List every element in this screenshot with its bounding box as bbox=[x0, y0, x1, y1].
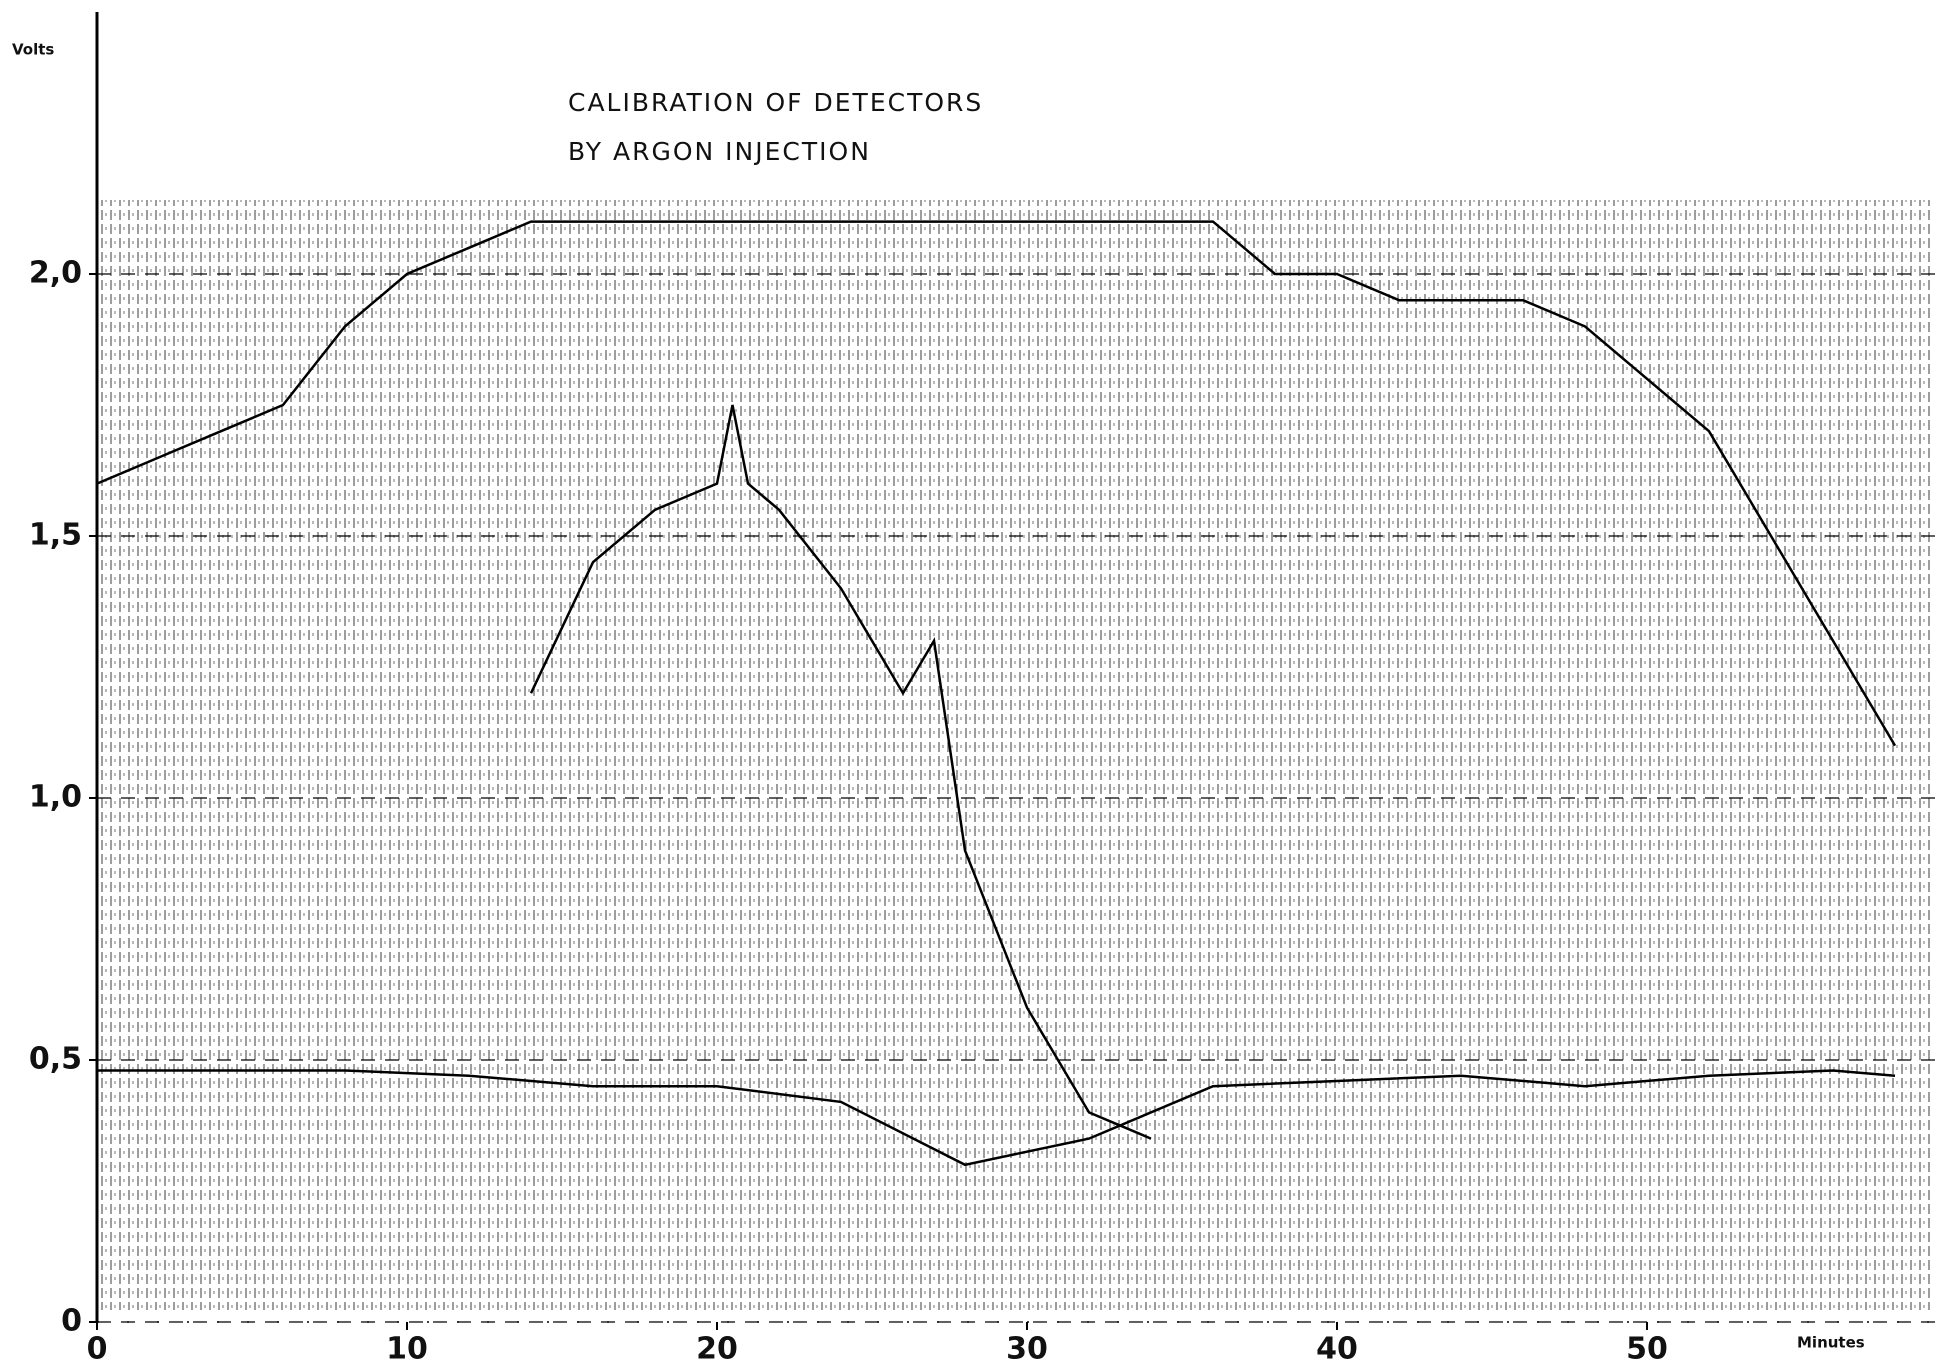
x-tick-label: 0 bbox=[87, 1332, 108, 1367]
trace-texture bbox=[100, 200, 1930, 1310]
page: CALIBRATION OF DETECTORS BY ARGON INJECT… bbox=[0, 0, 1950, 1367]
y-axis-label: Volts bbox=[12, 41, 54, 59]
y-tick-label: 1,5 bbox=[29, 518, 82, 553]
y-tick-label: 0 bbox=[61, 1304, 82, 1339]
x-tick-label: 30 bbox=[1006, 1332, 1048, 1367]
chart-subtitle: BY ARGON INJECTION bbox=[568, 137, 871, 166]
chart-title: CALIBRATION OF DETECTORS bbox=[568, 88, 983, 117]
y-tick-label: 1,0 bbox=[29, 780, 82, 815]
y-tick-label: 0,5 bbox=[29, 1042, 82, 1077]
chart: CALIBRATION OF DETECTORS BY ARGON INJECT… bbox=[0, 0, 1950, 1367]
x-tick-label: 10 bbox=[386, 1332, 428, 1367]
y-tick-label: 2,0 bbox=[29, 256, 82, 291]
x-axis-label: Minutes bbox=[1797, 1334, 1865, 1352]
x-tick-label: 50 bbox=[1626, 1332, 1668, 1367]
x-tick-label: 20 bbox=[696, 1332, 738, 1367]
x-tick-label: 40 bbox=[1316, 1332, 1358, 1367]
